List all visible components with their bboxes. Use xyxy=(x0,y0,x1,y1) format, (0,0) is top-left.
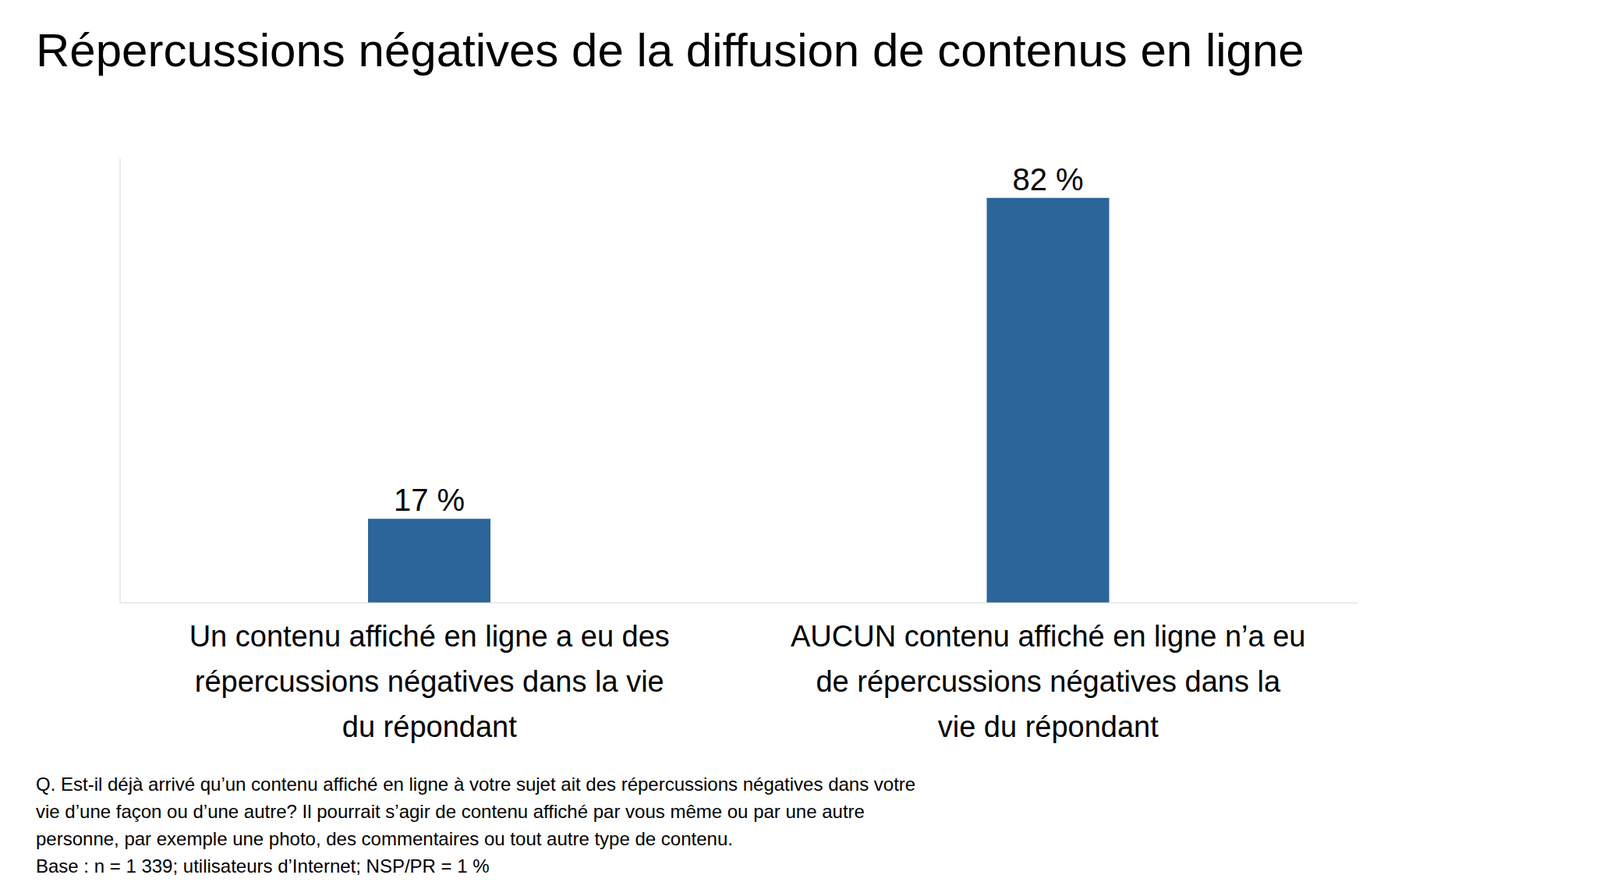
svg-text:Un contenu affiché en ligne a: Un contenu affiché en ligne a eu desrépe… xyxy=(189,619,670,744)
svg-text:82 %: 82 % xyxy=(1012,162,1084,197)
svg-text:AUCUN contenu affiché en ligne: AUCUN contenu affiché en ligne n’a eude … xyxy=(790,619,1307,744)
svg-text:17 %: 17 % xyxy=(393,482,465,517)
html-text:Base : n = 1 339; utilisateurs: Base : n = 1 339; utilisateurs d’Interne… xyxy=(35,855,490,877)
html-text:Q. Est-il déjà arrivé qu’un co: Q. Est-il déjà arrivé qu’un contenu affi… xyxy=(35,773,916,795)
html-text:personne, par exemple une phot: personne, par exemple une photo, des com… xyxy=(35,828,733,850)
html-text:vie d’une façon ou d’une autre: vie d’une façon ou d’une autre? Il pourr… xyxy=(35,800,865,822)
html-text:Répercussions négatives de la: Répercussions négatives de la diffusion … xyxy=(35,24,1305,77)
